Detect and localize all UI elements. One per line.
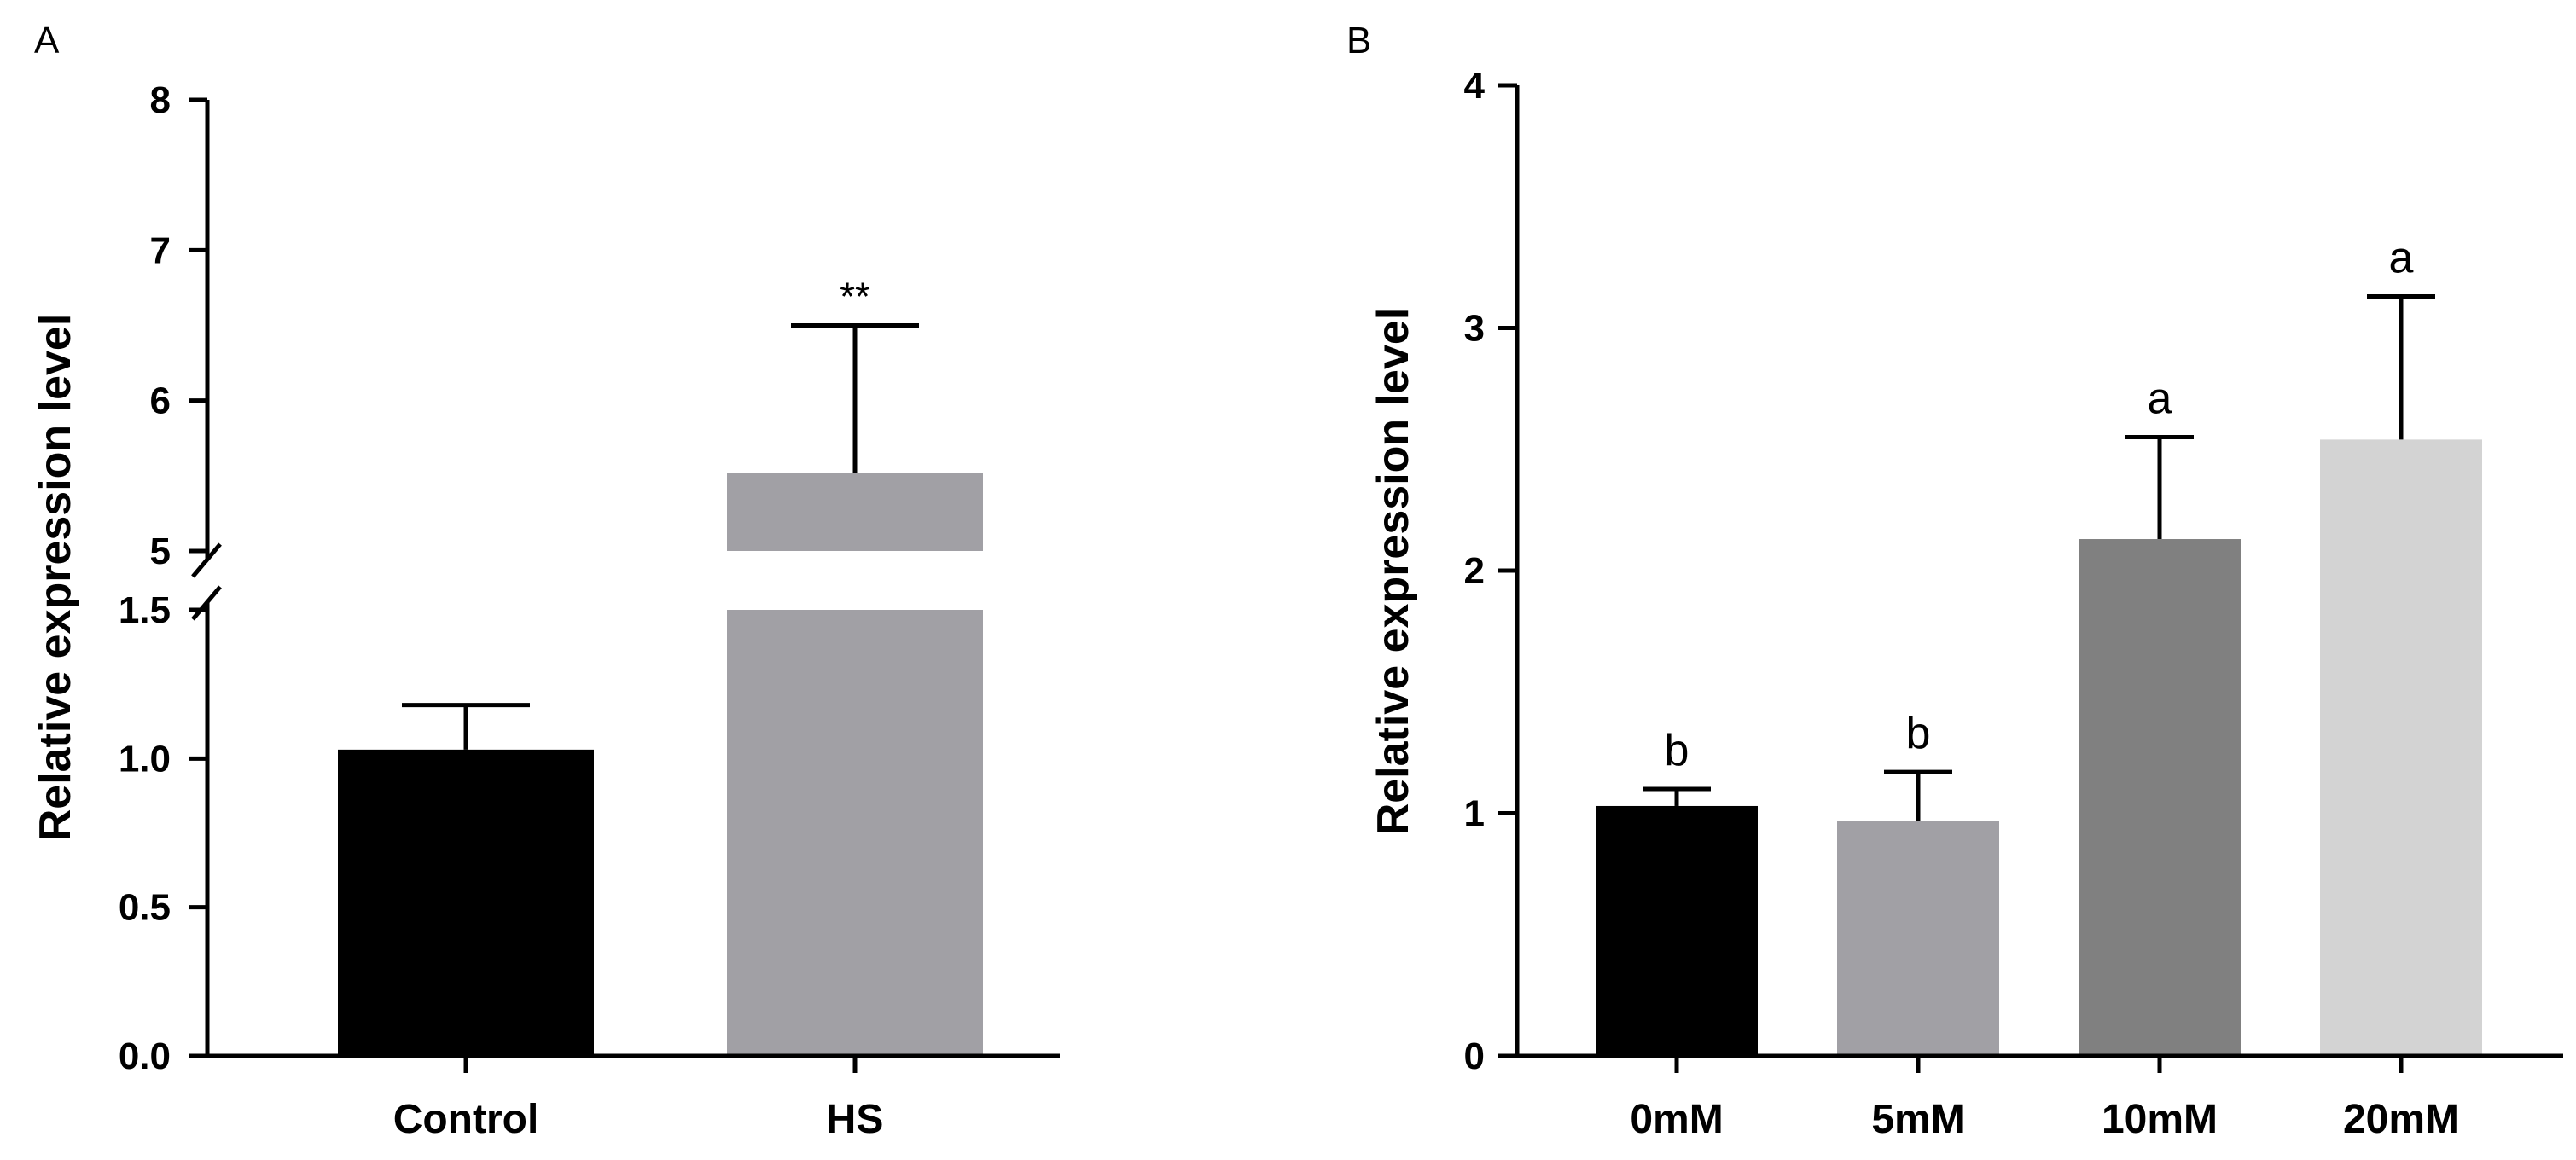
x-tick-label: Control	[393, 1097, 539, 1142]
panel-a-label: A	[34, 20, 60, 61]
panel-b-label: B	[1346, 20, 1371, 61]
significance-letter: b	[1665, 726, 1689, 775]
bar-20mm	[2320, 439, 2482, 1056]
y-tick-label: 2	[1464, 550, 1485, 592]
y-tick-label: 4	[1464, 65, 1486, 107]
bar-10mm	[2079, 539, 2241, 1056]
y-tick-label: 5	[150, 531, 171, 572]
y-tick-label: 1	[1464, 793, 1485, 835]
y-axis-title: Relative expression level	[31, 314, 80, 842]
x-tick-label: HS	[827, 1097, 884, 1142]
significance-letter: b	[1906, 709, 1931, 758]
y-tick-label: 3	[1464, 308, 1485, 350]
y-tick-label: 0	[1464, 1035, 1485, 1077]
bar-0mm	[1596, 805, 1758, 1056]
y-tick-label: 1.5	[119, 589, 171, 631]
bar-control	[338, 749, 594, 1056]
y-tick-label: 7	[150, 229, 171, 271]
x-tick-label: 5mM	[1871, 1097, 1964, 1142]
significance-label: **	[840, 275, 870, 319]
panel-b: B Relative expression level b 0mM b 5mM a 10mM a…	[1346, 20, 2563, 1142]
y-tick-label: 1.0	[119, 738, 171, 780]
x-tick-label: 0mM	[1630, 1097, 1723, 1142]
y-tick-label: 8	[150, 79, 171, 121]
y-tick-label: 0.0	[119, 1035, 171, 1077]
bar-hs-upper	[727, 473, 983, 551]
bar-hs-lower	[727, 610, 983, 1056]
x-tick-label: 20mM	[2343, 1097, 2459, 1142]
panel-a: A Relative expression level Control ** HS 0.0…	[31, 20, 1060, 1142]
y-axis-title: Relative expression level	[1369, 308, 1418, 836]
y-tick-label: 6	[150, 380, 171, 422]
axis-break-mark	[191, 542, 222, 578]
bar-5mm	[1837, 821, 1999, 1056]
axis-break-mark	[191, 585, 222, 621]
y-tick-label: 0.5	[119, 887, 171, 929]
significance-letter: a	[2148, 374, 2172, 424]
significance-letter: a	[2389, 234, 2414, 283]
x-tick-label: 10mM	[2102, 1097, 2218, 1142]
